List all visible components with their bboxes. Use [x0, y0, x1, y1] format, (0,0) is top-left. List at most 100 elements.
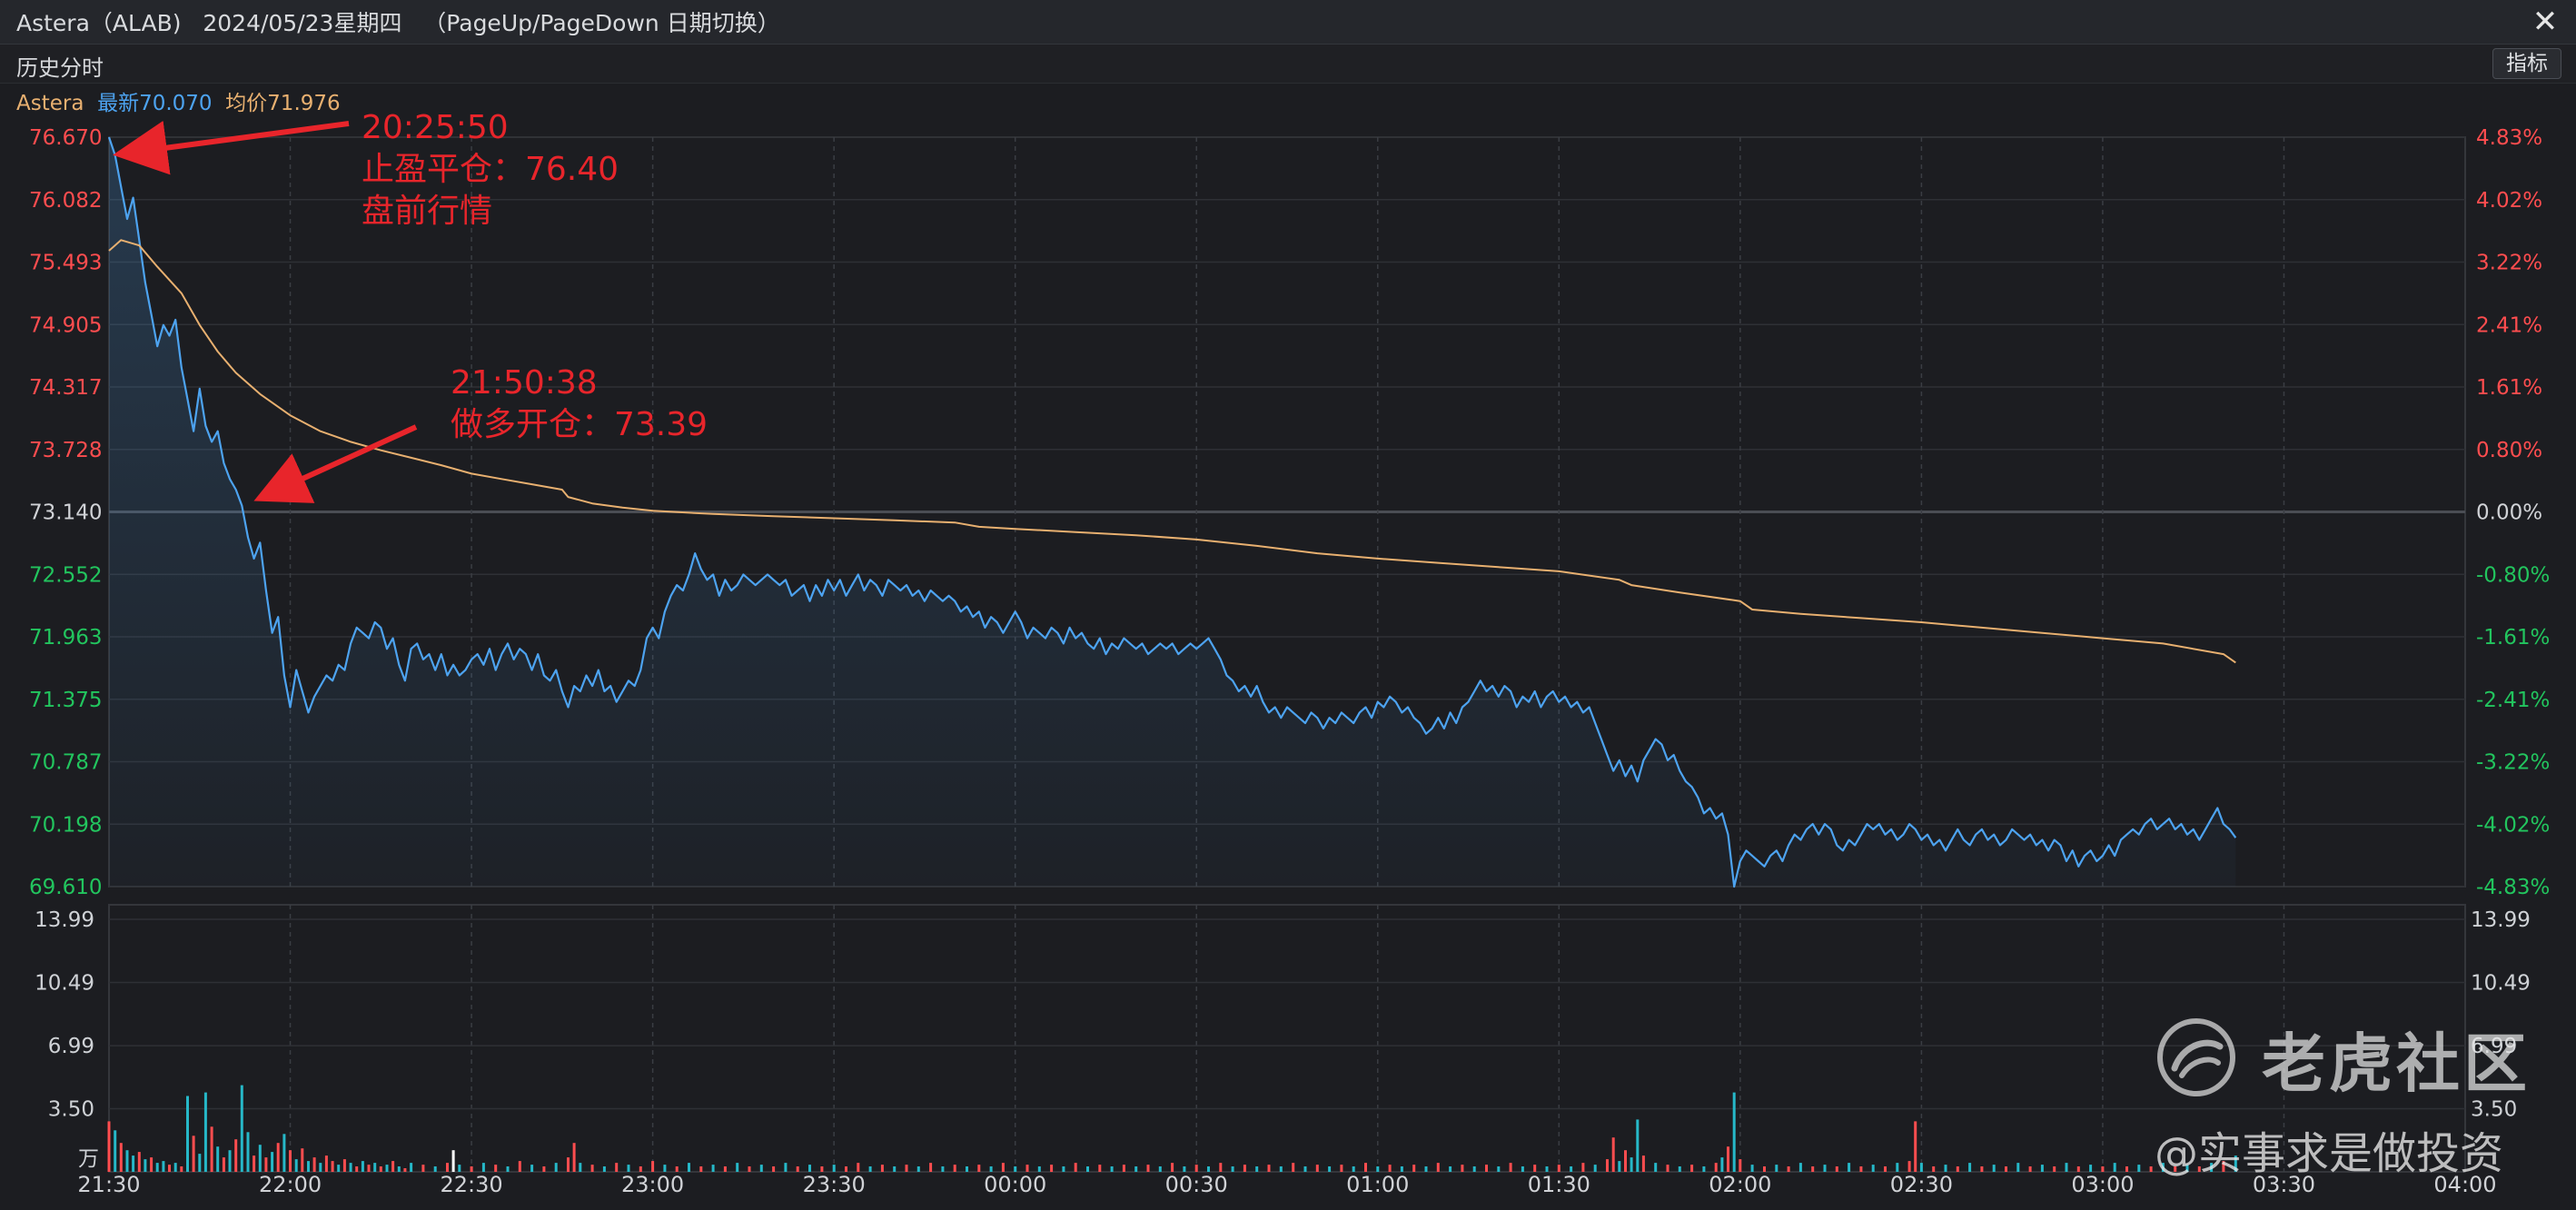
volume-bar	[711, 1165, 715, 1172]
volume-tick-label: 10.49	[35, 972, 94, 996]
volume-bar	[258, 1145, 262, 1172]
annotation-text: 盘前行情	[362, 193, 492, 230]
volume-bar	[1720, 1157, 1724, 1172]
volume-bar	[132, 1155, 135, 1172]
legend-avg-price: 均价71.976	[225, 92, 341, 115]
volume-bar	[155, 1163, 159, 1172]
volume-bar	[264, 1157, 268, 1172]
volume-bar	[246, 1132, 250, 1172]
volume-bar	[1884, 1166, 1887, 1172]
volume-bar	[1557, 1165, 1560, 1172]
price-tick-label: 76.670	[29, 126, 102, 150]
volume-bar	[602, 1166, 606, 1172]
volume-unit-label: 万	[78, 1147, 99, 1171]
volume-bar	[2125, 1166, 2128, 1172]
volume-bar	[446, 1163, 449, 1172]
watermark-brand: 老虎社区	[2262, 1027, 2531, 1101]
volume-bar	[2161, 1163, 2165, 1172]
volume-bar	[1424, 1166, 1428, 1172]
volume-bar	[216, 1146, 220, 1172]
volume-bar	[1787, 1166, 1790, 1172]
time-tick-label: 23:30	[803, 1172, 866, 1197]
volume-bar	[1134, 1166, 1138, 1172]
legend-latest-price: 最新70.070	[97, 92, 213, 115]
volume-bar	[2089, 1165, 2093, 1172]
indicator-button[interactable]: 指标	[2492, 48, 2561, 79]
volume-bar	[1811, 1166, 1815, 1172]
volume-bar	[1352, 1166, 1355, 1172]
volume-bar	[2137, 1165, 2141, 1172]
volume-bar	[198, 1154, 202, 1172]
time-tick-label: 21:30	[77, 1172, 140, 1197]
volume-tick-label: 13.99	[35, 908, 94, 932]
volume-bar	[1896, 1163, 1899, 1172]
volume-bar	[1992, 1165, 1996, 1172]
price-area	[109, 137, 2236, 887]
volume-bar	[1001, 1163, 1005, 1172]
volume-bar	[1618, 1161, 1621, 1172]
volume-bar	[1956, 1166, 1959, 1172]
volume-bar	[518, 1161, 521, 1172]
volume-bar	[2174, 1166, 2177, 1172]
volume-bar	[186, 1096, 189, 1172]
volume-bar	[868, 1166, 872, 1172]
price-line	[107, 136, 2237, 888]
volume-bar	[1750, 1165, 1754, 1172]
pct-tick-label: 1.61%	[2476, 376, 2542, 400]
volume-bar	[1388, 1165, 1392, 1172]
volume-bar	[1219, 1163, 1223, 1172]
volume-bar	[2053, 1166, 2056, 1172]
volume-bar	[1497, 1166, 1501, 1172]
pct-tick-label: 2.41%	[2476, 313, 2542, 337]
volume-bar	[125, 1150, 129, 1172]
close-button[interactable]: ✕	[2531, 4, 2559, 40]
volume-bar	[119, 1143, 123, 1172]
price-tick-label: 70.787	[29, 751, 102, 775]
history-intraday-tab[interactable]: 历史分时	[16, 55, 104, 81]
volume-bar	[1859, 1166, 1863, 1172]
volume-bar	[615, 1163, 619, 1172]
price-tick-label: 74.317	[29, 376, 102, 400]
volume-bar	[966, 1166, 968, 1172]
annotation-arrow	[113, 120, 350, 175]
annotation-layer: 20:25:50 止盈平仓：76.40 盘前行情 21:50:38 做多开仓：73.39	[113, 109, 708, 503]
volume-bar	[1207, 1166, 1210, 1172]
volume-bar	[977, 1165, 981, 1172]
volume-bar	[1521, 1166, 1524, 1172]
volume-bar	[271, 1152, 274, 1172]
volume-bar	[421, 1165, 425, 1172]
volume-panel-border	[108, 904, 2466, 1173]
volume-bar	[168, 1165, 171, 1172]
volume-bar	[736, 1163, 739, 1172]
time-tick-label: 01:30	[1528, 1172, 1590, 1197]
volume-bar	[301, 1148, 304, 1172]
volume-bar	[1980, 1166, 1984, 1172]
pct-tick-label: -0.80%	[2476, 563, 2550, 587]
volume-bar	[319, 1163, 322, 1172]
volume-bar	[1037, 1166, 1041, 1172]
volume-bar	[1932, 1166, 1936, 1172]
volume-bar	[1183, 1166, 1186, 1172]
volume-bar	[784, 1163, 788, 1172]
annotation-text: 止盈平仓：76.40	[362, 151, 619, 188]
volume-bar	[1315, 1165, 1319, 1172]
volume-bar	[379, 1166, 382, 1172]
volume-bar	[1146, 1165, 1150, 1172]
volume-bar	[1636, 1119, 1640, 1172]
volume-bar	[916, 1166, 920, 1172]
volume-bar	[1376, 1166, 1380, 1172]
price-tick-label: 73.140	[29, 501, 102, 525]
volume-bar	[342, 1159, 346, 1172]
time-tick-label: 03:00	[2071, 1172, 2134, 1197]
volume-bar	[1732, 1092, 1736, 1172]
volume-bar	[331, 1161, 334, 1172]
pct-tick-label: 0.00%	[2476, 501, 2542, 525]
volume-bar	[137, 1152, 141, 1172]
volume-bar	[173, 1163, 177, 1172]
price-tick-label: 70.198	[29, 813, 102, 837]
pct-tick-label: -1.61%	[2476, 626, 2550, 650]
volume-bar	[228, 1150, 232, 1172]
avg-price-line	[108, 239, 2236, 664]
price-line-layer	[107, 136, 2237, 888]
